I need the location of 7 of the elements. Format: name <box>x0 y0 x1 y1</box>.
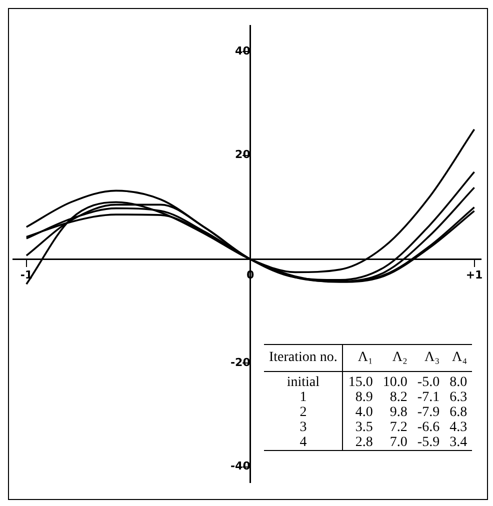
text: 1 8.9 8.2 -7.1 6.3 <box>300 390 468 405</box>
text: initial 15.0 10.0 -5.0 8.0 <box>286 375 468 390</box>
text: Iteration no. Λ₁ Λ₂ Λ₃ Λ₄ <box>269 350 468 365</box>
text: 3 3.5 7.2 -6.6 4.3 <box>300 420 468 435</box>
text: 4 2.8 7.0 -5.9 3.4 <box>300 435 468 450</box>
text: 2 4.0 9.8 -7.9 6.8 <box>300 405 468 420</box>
x-tick-label: +1 <box>466 268 483 282</box>
